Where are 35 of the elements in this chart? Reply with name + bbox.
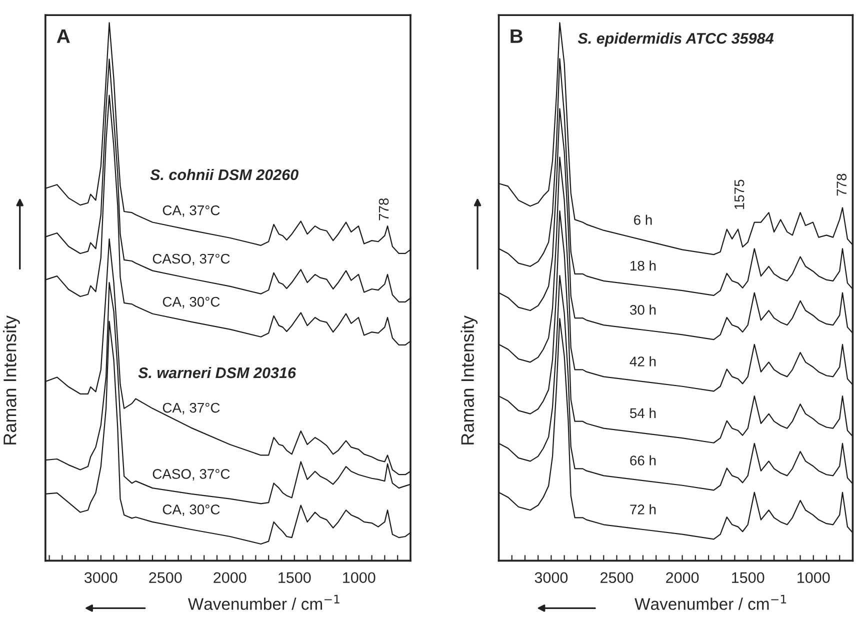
annotation: S. cohnii DSM 20260 bbox=[150, 168, 298, 180]
x-tick-label: 1000 bbox=[798, 572, 830, 584]
series-label: CASO, 37°C bbox=[152, 469, 230, 481]
series-label: 54 h bbox=[630, 408, 656, 418]
series-label: 42 h bbox=[630, 356, 656, 366]
x-tick-label: 2500 bbox=[600, 572, 634, 584]
series-label: CA, 37°C bbox=[162, 402, 220, 414]
annotation: 778 bbox=[836, 174, 847, 196]
series-label: CA, 30°C bbox=[162, 504, 220, 516]
x-axis-title: Wavenumber / cm$^{−1}$ bbox=[634, 594, 786, 610]
series-label: 66 h bbox=[630, 455, 656, 466]
x-tick-label: 2000 bbox=[666, 572, 699, 584]
series-label: 30 h bbox=[630, 304, 656, 315]
x-tick-label: 2500 bbox=[149, 572, 182, 584]
x-tick-label: 1500 bbox=[732, 572, 764, 584]
x-tick-label: 1500 bbox=[278, 572, 311, 584]
x-axis-title: Wavenumber / cm$^{−1}$ bbox=[188, 594, 340, 610]
chart-title: A bbox=[56, 29, 70, 43]
x-tick-label: 1000 bbox=[343, 572, 376, 584]
series-label: CA, 30°C bbox=[162, 296, 220, 308]
series-label: CA, 37°C bbox=[162, 205, 220, 217]
y-axis-title: Raman Intensity bbox=[3, 315, 20, 444]
annotation: 1575 bbox=[734, 180, 744, 210]
series-label: 6 h bbox=[634, 214, 652, 225]
series-label: 72 h bbox=[630, 504, 656, 514]
chart-title: B bbox=[510, 29, 523, 43]
x-tick-label: 3000 bbox=[534, 572, 568, 584]
x-tick-label: 2000 bbox=[214, 572, 246, 584]
y-axis-title: Raman Intensity bbox=[460, 315, 478, 444]
annotation: S. warneri DSM 20316 bbox=[138, 366, 296, 378]
x-tick-label: 3000 bbox=[84, 572, 118, 584]
annotation: 778 bbox=[378, 198, 389, 220]
series-label: CASO, 37°C bbox=[152, 254, 230, 266]
series-label: 18 h bbox=[630, 260, 656, 271]
annotation: S. epidermidis ATCC 35984 bbox=[578, 32, 774, 47]
